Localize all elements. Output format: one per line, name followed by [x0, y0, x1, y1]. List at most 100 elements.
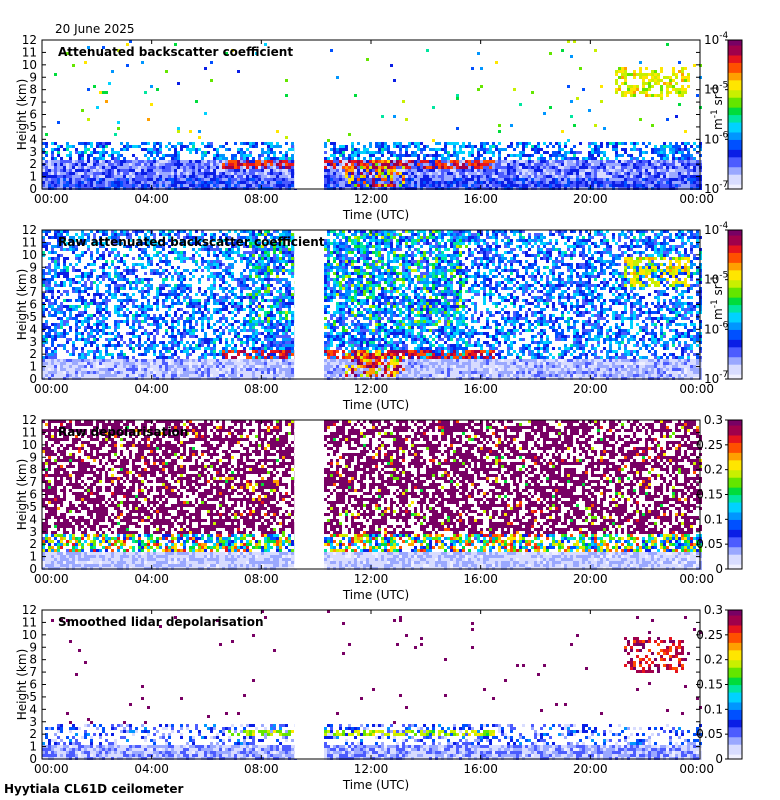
- heatmap-cell: [42, 338, 45, 341]
- heatmap-cell: [138, 323, 141, 326]
- heatmap-cell: [213, 266, 216, 269]
- heatmap-cell: [153, 163, 156, 166]
- heatmap-cell: [123, 371, 126, 374]
- heatmap-cell: [93, 175, 96, 178]
- heatmap-cell: [324, 169, 327, 172]
- heatmap-cell: [162, 248, 165, 251]
- heatmap-cell: [372, 163, 375, 166]
- heatmap-cell: [426, 49, 429, 52]
- heatmap-cell: [204, 112, 207, 115]
- heatmap-cell: [72, 160, 75, 163]
- heatmap-cell: [375, 166, 378, 169]
- heatmap-cell: [42, 308, 45, 311]
- heatmap-cell: [144, 242, 147, 245]
- heatmap-cell: [552, 151, 555, 154]
- heatmap-cell: [387, 151, 390, 154]
- colorbar-step: [728, 102, 742, 106]
- heatmap-cell: [87, 184, 90, 187]
- heatmap-cell: [579, 172, 582, 175]
- colorbar-step: [728, 84, 742, 88]
- heatmap-cell: [48, 356, 51, 359]
- heatmap-cell: [195, 374, 198, 377]
- heatmap-cell: [417, 169, 420, 172]
- heatmap-cell: [105, 284, 108, 287]
- heatmap-cell: [150, 103, 153, 106]
- heatmap-cell: [54, 314, 57, 317]
- heatmap-cell: [498, 130, 501, 133]
- heatmap-cell: [630, 175, 633, 178]
- heatmap-cell: [333, 154, 336, 157]
- heatmap-cell: [156, 332, 159, 335]
- heatmap-cell: [159, 365, 162, 368]
- heatmap-cell: [669, 169, 672, 172]
- heatmap-cell: [84, 251, 87, 254]
- heatmap-cell: [159, 230, 162, 233]
- heatmap-cell: [267, 142, 270, 145]
- heatmap-cell: [456, 127, 459, 130]
- heatmap-cell: [624, 178, 627, 181]
- heatmap-cell: [93, 299, 96, 302]
- heatmap-cell: [54, 178, 57, 181]
- heatmap-cell: [603, 169, 606, 172]
- heatmap-cell: [72, 347, 75, 350]
- heatmap-cell: [141, 242, 144, 245]
- heatmap-cell: [171, 287, 174, 290]
- heatmap-cell: [60, 269, 63, 272]
- heatmap-cell: [42, 245, 45, 248]
- heatmap-cell: [63, 311, 66, 314]
- heatmap-cell: [285, 160, 288, 163]
- heatmap-cell: [150, 317, 153, 320]
- heatmap-cell: [675, 178, 678, 181]
- heatmap-cell: [126, 230, 129, 233]
- heatmap-cell: [198, 236, 201, 239]
- heatmap-cell: [639, 154, 642, 157]
- heatmap-cell: [612, 169, 615, 172]
- heatmap-cell: [348, 175, 351, 178]
- heatmap-cell: [687, 142, 690, 145]
- heatmap-cell: [183, 163, 186, 166]
- heatmap-cell: [63, 269, 66, 272]
- heatmap-cell: [570, 100, 573, 103]
- heatmap-cell: [114, 359, 117, 362]
- heatmap-cell: [96, 151, 99, 154]
- heatmap-cell: [633, 157, 636, 160]
- heatmap-cell: [186, 269, 189, 272]
- heatmap-cell: [399, 169, 402, 172]
- heatmap-cell: [207, 178, 210, 181]
- colorbar-tick-label: 10-4: [704, 31, 729, 47]
- heatmap-cell: [222, 178, 225, 181]
- heatmap-cell: [639, 76, 642, 79]
- heatmap-cell: [102, 148, 105, 151]
- heatmap-cell: [180, 317, 183, 320]
- heatmap-cell: [69, 305, 72, 308]
- heatmap-cell: [363, 151, 366, 154]
- heatmap-cell: [633, 142, 636, 145]
- heatmap-cell: [519, 154, 522, 157]
- heatmap-cell: [81, 230, 84, 233]
- heatmap-cell: [60, 302, 63, 305]
- heatmap-cell: [678, 91, 681, 94]
- heatmap-cell: [99, 181, 102, 184]
- heatmap-cell: [360, 175, 363, 178]
- heatmap-cell: [99, 353, 102, 356]
- heatmap-cell: [183, 269, 186, 272]
- heatmap-cell: [108, 365, 111, 368]
- heatmap-cell: [63, 362, 66, 365]
- heatmap-cell: [219, 145, 222, 148]
- colorbar-step: [728, 52, 742, 56]
- heatmap-cell: [168, 308, 171, 311]
- heatmap-cell: [111, 365, 114, 368]
- heatmap-cell: [213, 293, 216, 296]
- heatmap-cell: [435, 163, 438, 166]
- heatmap-cell: [201, 142, 204, 145]
- heatmap-cell: [63, 299, 66, 302]
- heatmap-cell: [273, 166, 276, 169]
- heatmap-cell: [99, 154, 102, 157]
- heatmap-cell: [177, 362, 180, 365]
- heatmap-cell: [498, 157, 501, 160]
- heatmap-cell: [603, 151, 606, 154]
- heatmap-cell: [45, 142, 48, 145]
- heatmap-cell: [537, 142, 540, 145]
- heatmap-cell: [690, 154, 693, 157]
- heatmap-cell: [390, 181, 393, 184]
